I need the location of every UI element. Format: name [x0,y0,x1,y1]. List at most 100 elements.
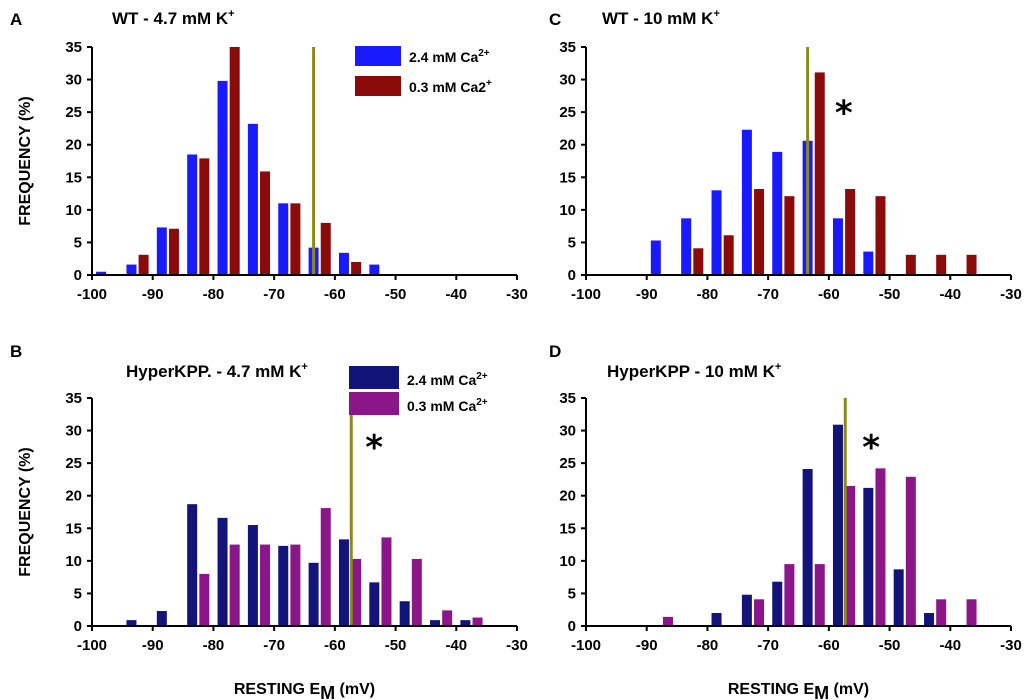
y-tick-label: 30 [559,423,576,440]
bar-b-s1 [399,601,410,626]
bar-d-s2 [905,476,916,626]
x-tick-label: -100 [571,637,601,654]
x-tick-label: -60 [324,286,346,303]
panel-letter: D [549,342,561,361]
y-tick-label: 10 [559,202,576,219]
bar-b-s1 [247,525,258,626]
x-tick-label: -80 [203,286,225,303]
y-tick-label: 25 [559,455,576,472]
x-tick-label: -50 [879,286,901,303]
bar-b-s1 [308,562,319,626]
legend-label: 2.4 mM Ca2+ [407,371,488,388]
y-axis-label: FREQUENCY (%) [17,96,34,226]
x-tick-label: -80 [697,286,719,303]
bar-b-s2 [442,610,453,626]
bar-c-s2 [966,254,977,275]
y-tick-label: 20 [65,488,82,505]
x-tick-label: -50 [385,286,407,303]
y-tick-label: 30 [65,72,82,89]
x-tick-label: -30 [1000,637,1022,654]
bar-a-s2 [168,228,179,275]
bar-b-s1 [338,539,349,626]
bar-b-s2 [290,544,301,626]
y-tick-label: 15 [559,520,576,537]
legend-swatch [355,76,401,96]
bar-d-s1 [832,424,843,626]
y-tick-label: 35 [559,390,576,407]
y-tick-label: 15 [65,520,82,537]
y-tick-label: 25 [65,104,82,121]
bar-b-s1 [126,620,137,626]
bar-c-s1 [681,218,692,275]
x-tick-label: -30 [506,637,528,654]
bar-b-s1 [430,620,441,626]
x-axis-label: RESTING EM (mV) [728,681,869,700]
x-tick-label: -30 [1000,286,1022,303]
bar-c-s2 [845,189,856,275]
x-tick-label: -70 [757,286,779,303]
y-tick-label: 10 [65,202,82,219]
bar-c-s2 [693,248,704,275]
bar-d-s1 [893,569,904,626]
bar-c-s2 [723,235,734,275]
panel-a: A WT - 4.7 mM K+ 0 5 10 15 20 25 30 35 -100 -90 -80 -… [10,8,528,303]
bar-b-s2 [411,558,422,626]
y-tick-label: 5 [568,234,576,251]
bar-d-s2 [845,485,856,626]
x-tick-label: -80 [203,637,225,654]
bar-c-s1 [741,129,752,275]
x-tick-label: -40 [445,637,467,654]
significance-asterisk: * [365,428,383,468]
bar-b-s1 [217,517,228,626]
bar-d-s2 [875,468,886,626]
bar-a-s1 [126,264,137,275]
y-tick-label: 35 [559,39,576,56]
bar-b-s2 [229,544,240,626]
panel-letter: A [10,10,22,29]
legend-label: 0.3 mM Ca2+ [407,397,488,414]
bar-a-s2 [260,171,271,275]
x-tick-label: -90 [142,286,164,303]
bar-a-s1 [278,203,289,275]
legend-swatch [355,46,401,66]
y-tick-label: 35 [65,390,82,407]
panel-letter: C [549,10,561,29]
y-tick-label: 20 [559,137,576,154]
y-tick-label: 10 [559,553,576,570]
bar-d-s1 [924,612,935,626]
x-tick-label: -30 [506,286,528,303]
significance-asterisk: * [835,93,853,133]
bar-b-s1 [278,545,289,626]
y-tick-label: 25 [559,104,576,121]
bar-b-s1 [156,611,167,626]
legend-label: 0.3 mM Ca2+ [409,78,492,95]
bar-a-s2 [199,158,210,275]
bar-d-s2 [754,599,765,626]
bar-b-s2 [199,573,210,626]
x-tick-label: -70 [757,637,779,654]
x-tick-label: -40 [939,286,961,303]
y-tick-label: 5 [568,585,576,602]
legend-swatch [349,392,399,415]
x-tick-label: -40 [445,286,467,303]
bar-a-s2 [229,47,240,275]
x-tick-label: -70 [263,286,285,303]
panel-b: B HyperKPP. - 4.7 mM K+ 0 5 10 15 20 25 30 35 -100… [10,342,528,700]
y-tick-label: 30 [559,72,576,89]
x-tick-label: -60 [324,637,346,654]
y-tick-label: 5 [74,234,82,251]
bar-a-s1 [187,154,198,275]
bar-d-s1 [802,469,813,626]
y-tick-label: 0 [568,267,576,284]
bar-c-s1 [650,240,661,275]
y-tick-label: 10 [65,553,82,570]
x-tick-label: -100 [571,286,601,303]
x-tick-label: -90 [636,637,658,654]
bar-c-s1 [711,190,722,275]
bar-d-s2 [784,564,795,626]
legend-swatch [349,366,399,389]
y-tick-label: 30 [65,423,82,440]
y-axis-label: FREQUENCY (%) [17,447,34,577]
chart-title: HyperKPP - 10 mM K+ [607,361,781,381]
bar-b-s2 [320,508,331,626]
